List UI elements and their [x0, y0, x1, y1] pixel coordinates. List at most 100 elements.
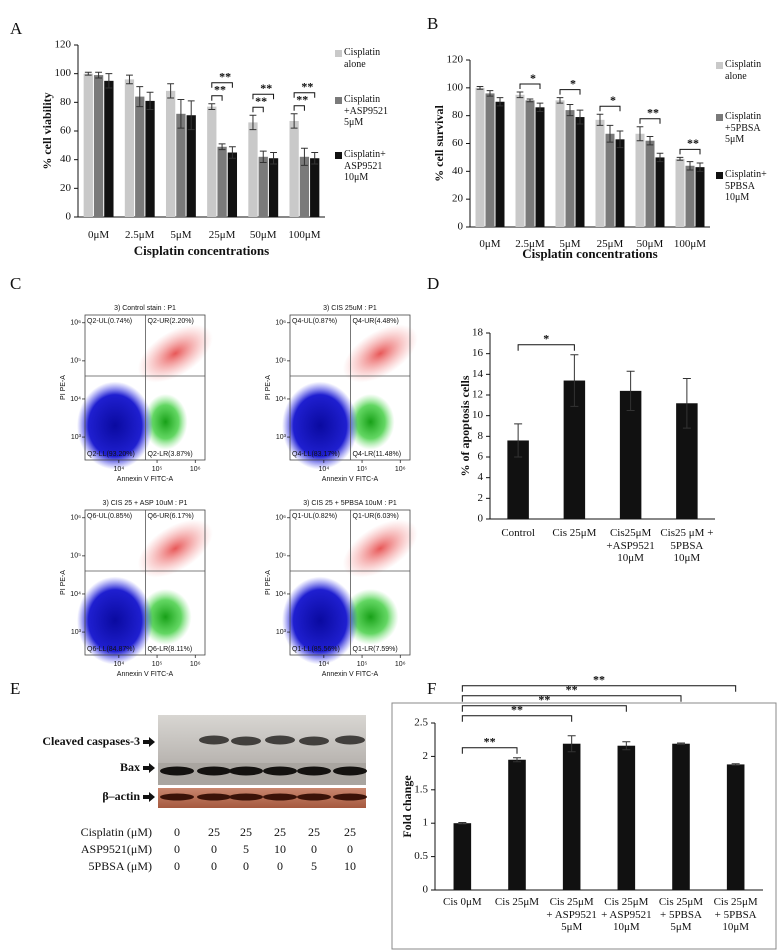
significance-label: ** [255, 94, 267, 108]
quadrant-label: Q6-LR(8.11%) [148, 646, 193, 653]
x-tick-label: 0μM [479, 238, 501, 250]
significance-label: ** [593, 672, 605, 686]
error-bar [259, 150, 267, 164]
blot-band [297, 793, 331, 801]
error-bar [496, 97, 504, 107]
bar [258, 156, 268, 217]
significance-bracket [461, 695, 682, 702]
y-tick-label: 10⁵ [275, 358, 286, 365]
quadrant-label: Q4-UL(0.87%) [292, 318, 337, 325]
blot-band [263, 793, 297, 801]
y-axis-label: PI PE-A [60, 570, 67, 595]
table-cell: 25 [344, 825, 356, 839]
bar [495, 101, 505, 227]
significance-label: * [610, 93, 616, 107]
plot-title: 3) CIS 25 + ASP 10uM : P1 [103, 500, 188, 507]
x-tick-label: 10⁴ [318, 466, 329, 473]
error-bar [731, 763, 740, 766]
x-tick-label: Cis 25μM + 5PBSA 5μM [658, 896, 704, 934]
x-axis-label: Cisplatin concentrations [134, 243, 269, 258]
error-bar [556, 97, 564, 104]
x-tick-label: Control [501, 527, 535, 539]
bar [508, 759, 526, 890]
quadrant-label: Q1-UL(0.82%) [292, 513, 337, 520]
legend-label: Cisplatin +5PBSA 5μM [725, 111, 762, 145]
bar [615, 139, 625, 227]
bar [507, 440, 529, 519]
y-tick-label: 10³ [71, 434, 82, 441]
error-bar [486, 90, 494, 97]
y-tick-label: 2 [478, 492, 484, 504]
legend-label: Cisplatin+ 5PBSA 10μM [725, 169, 767, 203]
error-bar [458, 822, 467, 825]
significance-label: ** [687, 136, 699, 150]
error-bar [167, 83, 175, 99]
significance-bracket [252, 93, 275, 100]
y-tick-label: 10³ [276, 434, 287, 441]
y-axis-label: % cell viability [40, 92, 54, 169]
error-bar [526, 98, 534, 103]
y-tick-label: 10⁶ [70, 515, 81, 522]
y-tick-label: 100 [55, 67, 72, 79]
blot-band [265, 735, 295, 745]
significance-label: * [543, 331, 549, 345]
bar [619, 390, 642, 519]
blot-band [229, 793, 263, 801]
error-bar [536, 102, 544, 112]
error-bar [290, 113, 298, 129]
legend-swatch [716, 62, 723, 69]
error-bar [696, 162, 704, 172]
table-cell: 10 [274, 842, 286, 856]
significance-label: ** [511, 702, 523, 716]
error-bar [636, 126, 644, 142]
bar [675, 158, 685, 227]
y-axis-label: % cell survival [432, 105, 446, 182]
bar [595, 119, 605, 227]
x-axis-label: Annexin V FITC-A [117, 671, 174, 678]
bar [135, 96, 145, 217]
x-tick-label: 10⁴ [113, 661, 124, 668]
significance-label: ** [566, 682, 578, 696]
y-tick-label: 10⁶ [275, 320, 286, 327]
legend-label: Cisplatin +ASP9521 5μM [344, 94, 388, 128]
y-tick-label: 10⁵ [70, 358, 81, 365]
cluster-blue [77, 381, 153, 470]
significance-label: ** [219, 70, 231, 84]
y-tick-label: 1.5 [414, 783, 428, 795]
y-tick-label: 4 [478, 471, 484, 483]
error-bar [300, 147, 308, 166]
error-bar [513, 757, 521, 763]
x-tick-label: 10⁵ [152, 466, 163, 473]
bar [575, 117, 585, 227]
error-bar [228, 146, 236, 159]
y-tick-label: 10⁴ [275, 396, 286, 403]
bar [605, 133, 615, 227]
significance-bracket [639, 118, 661, 124]
table-cell: 0 [174, 842, 180, 856]
significance-label: * [530, 71, 536, 85]
x-tick-label: 10⁵ [357, 466, 368, 473]
table-cell: 5 [243, 842, 249, 856]
y-tick-label: 12 [472, 389, 483, 401]
error-bar [136, 86, 144, 108]
cluster-red [342, 519, 418, 578]
error-bar [476, 85, 484, 90]
y-tick-label: 10 [472, 409, 484, 421]
error-bar [622, 741, 631, 751]
blot-band [197, 793, 231, 801]
cluster-red [137, 324, 213, 383]
error-bar [218, 143, 226, 151]
x-tick-label: 100μM [673, 238, 707, 250]
x-tick-label: Cis 0μM [443, 896, 482, 908]
bar [176, 113, 186, 217]
x-tick-label: 10⁵ [357, 661, 368, 668]
bar [475, 87, 485, 227]
significance-bracket [461, 715, 573, 722]
table-cell: 25 [208, 825, 220, 839]
x-tick-label: Cis 25μM + ASP9521 5μM [546, 896, 597, 934]
significance-bracket [559, 89, 581, 95]
x-tick-label: 50μM [636, 238, 664, 250]
legend-swatch [335, 50, 342, 57]
band-label: Cleaved caspases-3 [42, 734, 140, 748]
bar [248, 122, 258, 217]
